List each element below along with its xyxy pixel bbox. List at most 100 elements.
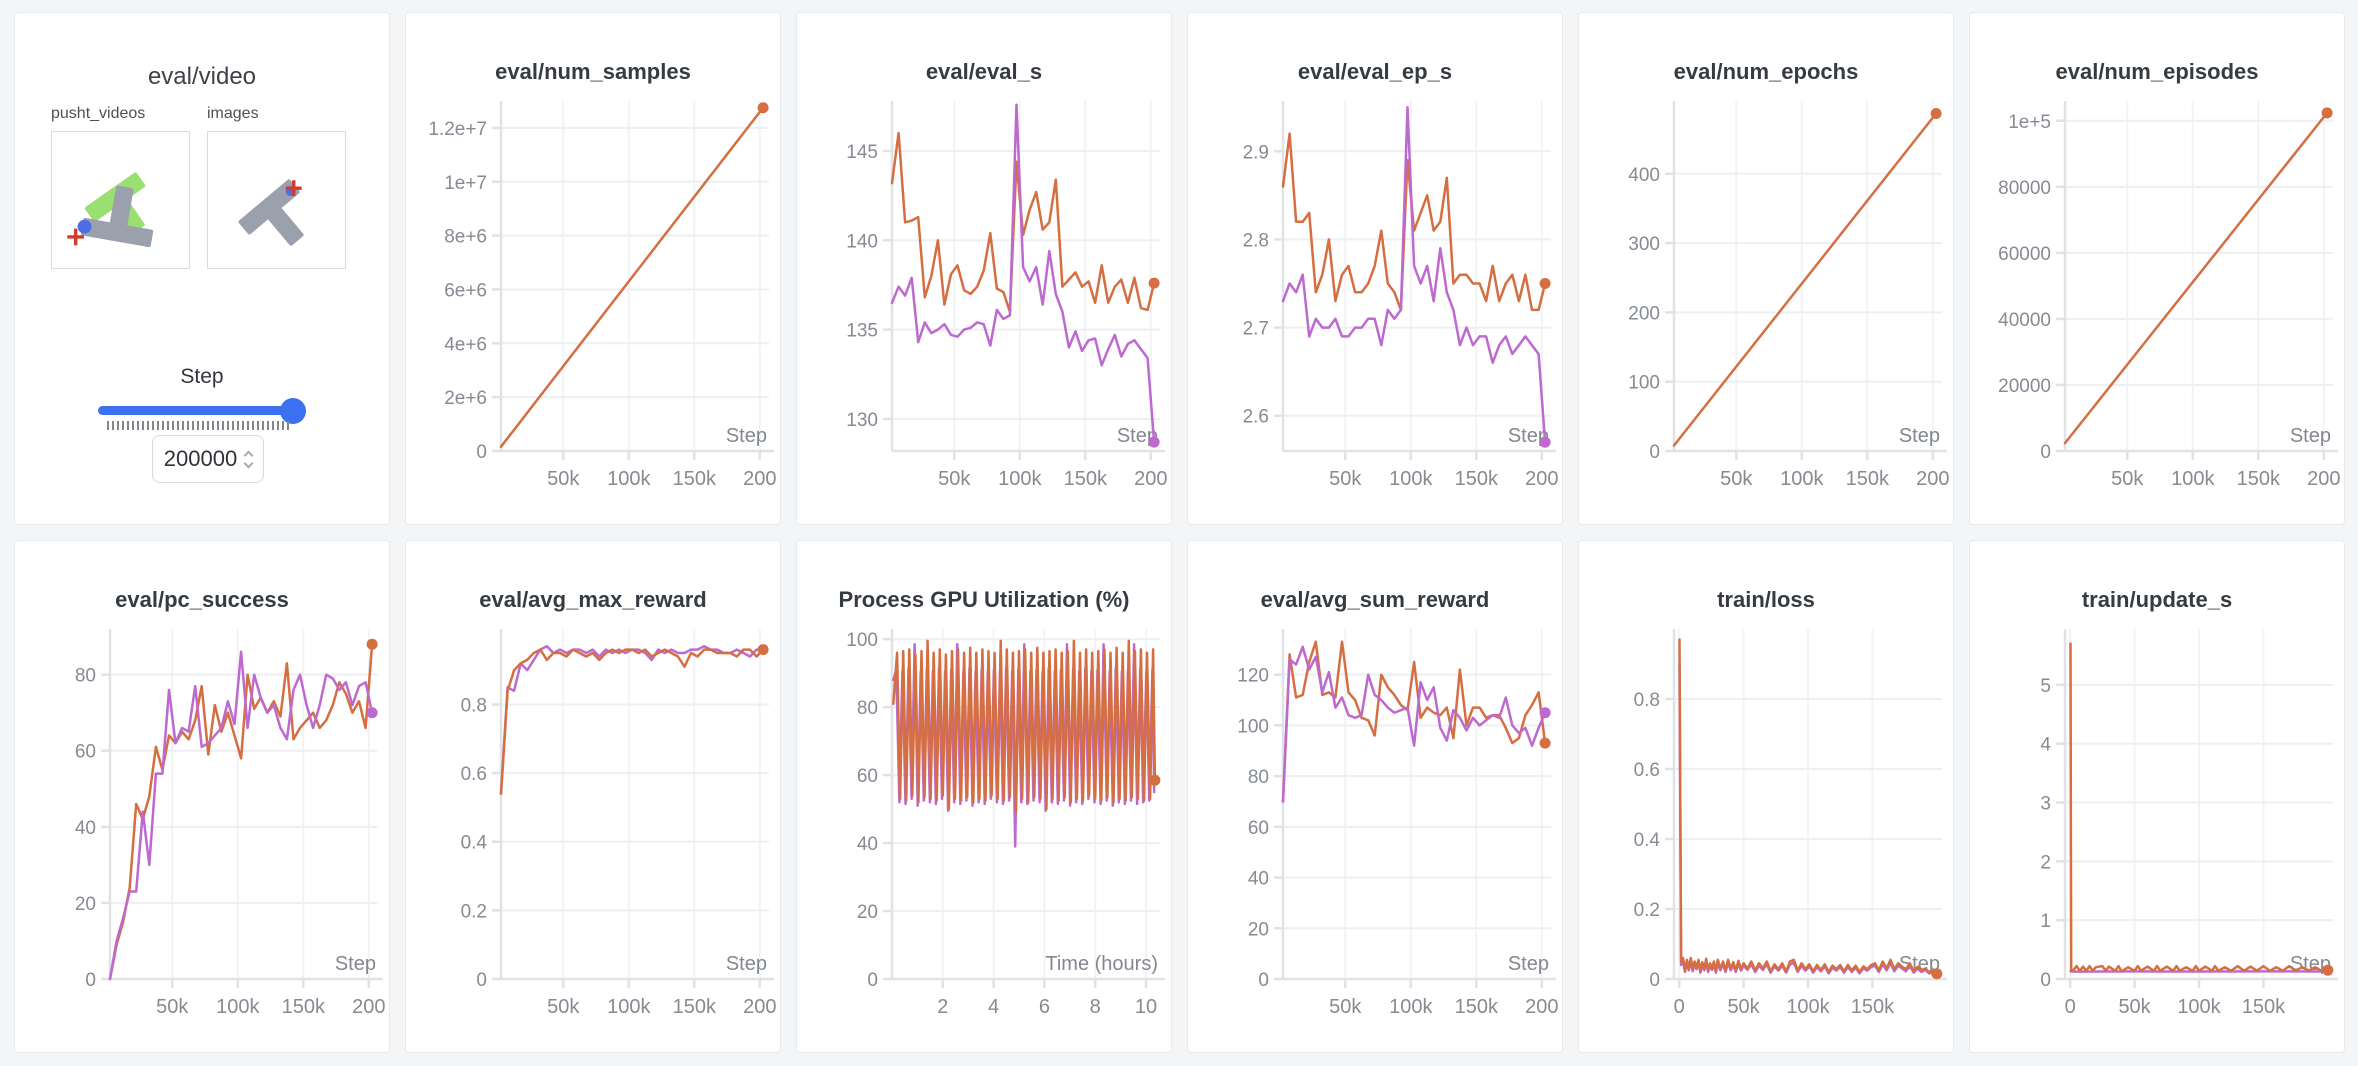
svg-text:0: 0 [85, 970, 96, 991]
series-end-dot-purple [366, 707, 378, 719]
svg-text:200: 200 [1628, 303, 1660, 324]
target-cross-icon [285, 180, 302, 197]
svg-text:150k: 150k [282, 996, 326, 1018]
svg-text:100k: 100k [2171, 468, 2215, 490]
eval-num-samples-plot[interactable]: 50k 100k 150k 200 0 2e+6 4e+6 6e+6 8e+6 1e+7 1.2e+… [406, 91, 781, 521]
panel-gpu-utilization: Process GPU Utilization (%) 2 4 6 8 10 0 20 40 6… [796, 540, 1172, 1053]
svg-text:200: 200 [2307, 468, 2340, 490]
agent-dot [77, 219, 92, 234]
svg-text:0: 0 [1649, 970, 1660, 991]
svg-text:0: 0 [1649, 442, 1660, 463]
svg-text:2.6: 2.6 [1243, 407, 1269, 428]
step-decrement-button[interactable] [243, 458, 254, 468]
x-axis-label: Step [726, 953, 767, 975]
panel-eval-eval-ep-s: eval/eval_ep_s 50k 100k 150k 200 2.6 2.7 2.8 2.… [1187, 12, 1563, 525]
svg-text:6e+6: 6e+6 [444, 280, 487, 301]
svg-text:150k: 150k [1064, 468, 1108, 490]
series-orange [1678, 638, 1939, 976]
svg-text:80: 80 [75, 666, 96, 687]
svg-text:145: 145 [846, 142, 878, 163]
step-input-value[interactable]: 200000 [163, 446, 238, 471]
svg-text:50k: 50k [547, 468, 580, 490]
svg-text:0: 0 [476, 442, 487, 463]
svg-text:60000: 60000 [1998, 244, 2051, 265]
x-axis-label: Step [1508, 953, 1549, 975]
svg-text:100k: 100k [1780, 468, 1824, 490]
svg-text:0: 0 [2040, 970, 2051, 991]
panel-train-loss: train/loss 0 50k 100k 150k 0 0.2 0.4 0.6 0.8 Step [1578, 540, 1954, 1053]
svg-text:140: 140 [846, 231, 878, 252]
svg-text:0.8: 0.8 [461, 695, 487, 716]
series-end-dot-orange [1931, 968, 1943, 980]
x-axis-label: Step [1508, 425, 1549, 447]
eval-eval-s-plot[interactable]: 50k 100k 150k 200 130 135 140 145 Step [797, 91, 1172, 521]
svg-text:8e+6: 8e+6 [444, 227, 487, 248]
eval-num-epochs-plot[interactable]: 50k 100k 150k 200 0 100 200 300 400 Step [1579, 91, 1954, 521]
svg-text:1e+5: 1e+5 [2008, 112, 2051, 133]
media-label: images [207, 105, 259, 122]
svg-text:0.6: 0.6 [461, 764, 487, 785]
svg-text:200: 200 [1916, 468, 1949, 490]
x-axis-label: Step [2290, 425, 2331, 447]
chart-title: train/update_s [2081, 587, 2233, 612]
svg-text:20: 20 [1248, 919, 1269, 940]
chart-title: eval/pc_success [115, 587, 289, 612]
chart-title: eval/avg_sum_reward [1260, 587, 1490, 612]
series-end-dot-orange [2321, 107, 2333, 119]
svg-text:2.7: 2.7 [1243, 319, 1269, 340]
gray-t-shape [80, 185, 154, 248]
eval-num-episodes-plot[interactable]: 50k 100k 150k 200 0 20000 40000 60000 80000 1e+5 S… [1970, 91, 2345, 521]
svg-text:400: 400 [1628, 165, 1660, 186]
train-loss-plot[interactable]: 0 50k 100k 150k 0 0.2 0.4 0.6 0.8 Step [1579, 619, 1954, 1049]
eval-avg-max-reward-plot[interactable]: 50k 100k 150k 200 0 0.2 0.4 0.6 0.8 Step [406, 619, 781, 1049]
svg-text:150k: 150k [1455, 996, 1499, 1018]
svg-text:60: 60 [857, 766, 878, 787]
step-slider-label: Step [180, 365, 224, 388]
x-axis-label: Step [1899, 953, 1940, 975]
svg-text:150k: 150k [673, 996, 717, 1018]
eval-eval-ep-s-plot[interactable]: 50k 100k 150k 200 2.6 2.7 2.8 2.9 Step [1188, 91, 1563, 521]
eval-avg-sum-reward-plot[interactable]: 50k 100k 150k 200 0 20 40 60 80 100 120 Step [1188, 619, 1563, 1049]
eval-pc-success-plot[interactable]: 50k 100k 150k 200 0 20 40 60 80 Step [15, 619, 390, 1049]
svg-text:0.4: 0.4 [461, 833, 488, 854]
series-purple [1281, 105, 1547, 444]
step-slider-thumb[interactable] [280, 398, 306, 424]
svg-text:150k: 150k [1455, 468, 1499, 490]
panel-eval-num-samples: eval/num_samples 50k 100k 150k 200 0 2e+6 4e+6… [405, 12, 781, 525]
svg-text:50k: 50k [1727, 996, 1760, 1018]
svg-text:100: 100 [846, 630, 878, 651]
svg-text:100k: 100k [1389, 468, 1433, 490]
svg-text:0.4: 0.4 [1634, 830, 1661, 851]
panel-eval-eval-s: eval/eval_s 50k 100k 150k 200 130 135 140 145 St… [796, 12, 1172, 525]
svg-text:2.8: 2.8 [1243, 230, 1269, 251]
pusht-video-thumbnail[interactable] [51, 131, 190, 269]
series-orange [892, 639, 1157, 814]
series-end-dot-orange [1539, 277, 1551, 289]
svg-text:50k: 50k [156, 996, 189, 1018]
step-slider-track[interactable] [98, 406, 294, 415]
series-orange [2069, 642, 2330, 973]
svg-text:80000: 80000 [1998, 178, 2051, 199]
svg-text:50k: 50k [1329, 996, 1362, 1018]
svg-text:150k: 150k [673, 468, 717, 490]
step-input[interactable]: 200000 [152, 435, 264, 483]
images-thumbnail[interactable] [207, 131, 346, 269]
svg-text:300: 300 [1628, 234, 1660, 255]
series-purple [890, 103, 1156, 444]
svg-text:20000: 20000 [1998, 376, 2051, 397]
svg-text:6: 6 [1039, 996, 1050, 1018]
svg-text:100k: 100k [1786, 996, 1830, 1018]
svg-text:200: 200 [1525, 996, 1558, 1018]
svg-text:50k: 50k [1720, 468, 1753, 490]
panel-eval-video: eval/video pusht_videos [14, 12, 390, 525]
svg-text:80: 80 [857, 698, 878, 719]
series-orange [1672, 112, 1938, 447]
series-purple [499, 644, 765, 795]
svg-text:200: 200 [743, 468, 776, 490]
series-end-dot-orange [2322, 964, 2334, 976]
chart-title: Process GPU Utilization (%) [838, 587, 1130, 612]
svg-text:150k: 150k [1846, 468, 1890, 490]
panel-eval-avg-max-reward: eval/avg_max_reward 50k 100k 150k 200 0 0.2 0.… [405, 540, 781, 1053]
